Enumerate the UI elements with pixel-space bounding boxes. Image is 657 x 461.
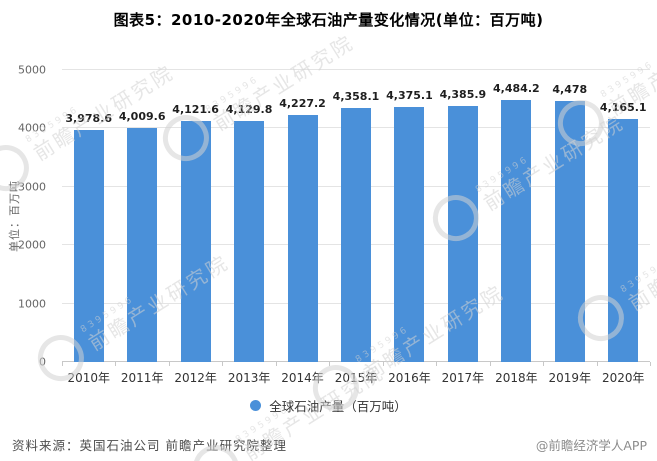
bar-value-label: 4,358.1	[332, 89, 380, 103]
x-axis-label: 2020年	[601, 371, 645, 385]
credit-note: @前瞻经济学人APP	[535, 438, 647, 453]
bar-column: 4,484.2	[490, 70, 543, 362]
legend-label: 全球石油产量（百万吨）	[269, 399, 407, 414]
x-tick-mark	[222, 362, 224, 366]
x-tick-mark	[596, 362, 598, 366]
bar	[180, 121, 211, 362]
x-axis-label: 2013年	[227, 371, 271, 385]
y-tick-label: 0	[39, 355, 46, 369]
x-tick-mark	[275, 362, 277, 366]
bar	[501, 100, 532, 362]
x-axis-label: 2014年	[281, 371, 324, 385]
y-tick-label: 3000	[18, 180, 46, 194]
x-axis-label: 2017年	[441, 371, 485, 385]
bar-value-label: 4,227.2	[279, 97, 326, 111]
x-tick-mark	[168, 362, 170, 366]
bar	[234, 120, 265, 362]
x-tick-mark	[543, 362, 545, 366]
legend: 全球石油产量（百万吨）	[0, 396, 657, 415]
x-axis-label: 2012年	[174, 371, 217, 385]
bar-value-label: 4,385.9	[439, 87, 487, 101]
bar-value-label: 4,129.8	[225, 102, 273, 116]
bar	[287, 115, 318, 362]
bar-column: 4,478	[543, 70, 596, 362]
bar-column: 4,385.9	[436, 70, 489, 362]
x-tick-mark	[436, 362, 438, 366]
bar-column: 4,227.2	[276, 70, 329, 362]
y-tick-label: 4000	[18, 121, 46, 135]
bar-value-label: 4,484.2	[493, 82, 540, 96]
x-axis-label: 2019年	[548, 371, 592, 385]
bar-value-label: 4,478	[552, 82, 588, 96]
x-axis-label: 2018年	[495, 371, 538, 385]
bar-value-label: 4,165.1	[599, 100, 647, 114]
bar-series: 3,978.6 4,009.6 4,121.6 4,129.8 4,227.2 4,358…	[62, 70, 650, 362]
bar-value-label: 3,978.6	[65, 111, 113, 125]
x-tick-mark	[329, 362, 331, 366]
x-axis-labels: 2010年 2011年 2012年 2013年 2014年 2015年 2016年 2017年…	[62, 369, 650, 386]
footer: 资料来源：英国石油公司 前瞻产业研究院整理 @前瞻经济学人APP	[12, 435, 647, 454]
x-tick-mark	[62, 362, 63, 366]
bar-column: 4,358.1	[329, 70, 382, 362]
bar-column: 4,129.8	[222, 70, 275, 362]
x-axis-label: 2011年	[120, 371, 164, 385]
bar-column: 4,121.6	[169, 70, 222, 362]
legend-circle-icon	[250, 400, 262, 411]
x-tick-mark	[489, 362, 491, 366]
y-tick-label: 2000	[18, 238, 46, 252]
bar-column: 4,165.1	[597, 70, 650, 362]
x-tick-mark	[650, 362, 651, 366]
chart-title: 图表5：2010-2020年全球石油产量变化情况(单位：百万吨)	[113, 11, 544, 29]
bar-value-label: 4,375.1	[386, 88, 433, 102]
y-tick-label: 1000	[18, 297, 46, 311]
bar-column: 4,009.6	[115, 70, 168, 362]
bar	[608, 118, 639, 362]
x-axis-label: 2016年	[388, 371, 431, 385]
bar-column: 4,375.1	[383, 70, 436, 362]
source-note: 资料来源：英国石油公司 前瞻产业研究院整理	[12, 438, 287, 453]
bar-value-label: 4,121.6	[172, 103, 219, 117]
bar	[340, 107, 371, 362]
x-tick-mark	[382, 362, 384, 366]
plot-area: 3,978.6 4,009.6 4,121.6 4,129.8 4,227.2 4,358…	[62, 69, 651, 366]
y-axis-tick-labels: 0 1000 2000 3000 4000 5000	[0, 64, 54, 369]
x-axis-label: 2015年	[334, 371, 378, 385]
bar-value-label: 4,009.6	[118, 109, 166, 123]
bar	[73, 129, 104, 362]
bar	[394, 106, 425, 362]
bar	[127, 127, 158, 362]
x-axis-label: 2010年	[67, 371, 110, 385]
y-tick-label: 5000	[18, 63, 46, 77]
bar	[554, 100, 585, 362]
x-tick-mark	[115, 362, 117, 366]
gridline	[62, 69, 650, 70]
bar-column: 3,978.6	[62, 70, 115, 362]
bar	[447, 105, 478, 362]
